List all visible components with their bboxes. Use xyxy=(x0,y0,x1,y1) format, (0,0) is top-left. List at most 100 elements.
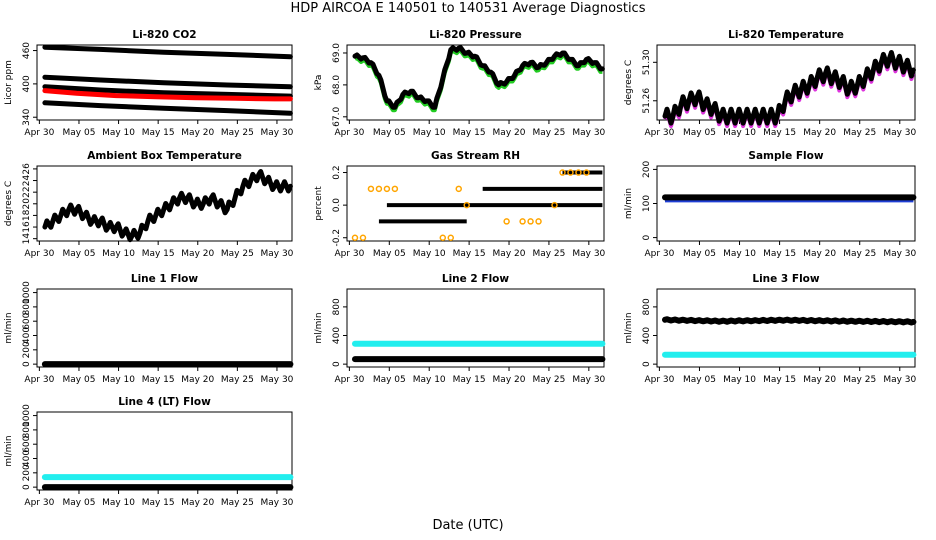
ambbox-xtick-label: May 15 xyxy=(142,249,175,259)
line2-xtick-label: May 15 xyxy=(453,375,486,385)
co2-ytick-label: 460 xyxy=(22,42,32,59)
pressure-xtick-label: May 20 xyxy=(493,128,526,138)
line4-ytick-label: 400 xyxy=(22,450,32,467)
li820temp-title: Li-820 Temperature xyxy=(728,29,844,41)
line3-plot-frame xyxy=(656,288,916,368)
line1-xtick-label: Apr 30 xyxy=(24,375,54,385)
ambbox-ytick-label: 22 xyxy=(22,186,32,197)
rh-ylabel: percent xyxy=(314,186,324,221)
line1-xtick-label: May 25 xyxy=(221,375,254,385)
ambbox-xtick-label: Apr 30 xyxy=(24,249,54,259)
line2-xtick-label: May 30 xyxy=(572,375,605,385)
line4-xtick-label: May 15 xyxy=(142,498,175,508)
rh-orange-point xyxy=(527,218,534,225)
sample-xtick-label: May 20 xyxy=(803,249,836,259)
line1-xtick-label: May 10 xyxy=(102,375,135,385)
sample-plot-frame xyxy=(656,165,916,242)
line4-ytick-label: 600 xyxy=(22,435,32,452)
ambbox-ytick-label: 20 xyxy=(22,198,32,210)
rh-ytick-label: 0.0 xyxy=(332,198,342,213)
pressure-xtick-label: May 05 xyxy=(373,128,406,138)
line4-ylabel: ml/min xyxy=(4,435,14,466)
line1-ytick-label: 200 xyxy=(22,341,32,358)
pressure-series-pressure xyxy=(352,45,605,110)
li820temp-xtick-label: May 30 xyxy=(883,128,916,138)
co2-xtick-label: May 15 xyxy=(142,128,175,138)
co2-xtick-label: Apr 30 xyxy=(24,128,54,138)
ambbox-xtick-label: May 10 xyxy=(102,249,135,259)
rh-title: Gas Stream RH xyxy=(431,150,520,162)
line1-ytick-label: 600 xyxy=(22,312,32,329)
rh-plot-frame xyxy=(346,165,605,242)
li820temp-ylabel: degrees C xyxy=(624,60,634,105)
line3-title: Line 3 Flow xyxy=(752,273,819,285)
line2-ytick-label: 800 xyxy=(332,298,342,315)
sample-xtick-label: May 05 xyxy=(683,249,716,259)
rh-ytick-label: -0.2 xyxy=(332,229,342,247)
ambbox-ytick-label: 26 xyxy=(22,163,32,175)
li820temp-ytick-label: 51.26 xyxy=(642,88,652,114)
line4-xtick-label: Apr 30 xyxy=(24,498,54,508)
co2-ytick-label: 340 xyxy=(22,108,32,125)
rh-xtick-label: May 20 xyxy=(493,249,526,259)
co2-xtick-label: May 10 xyxy=(102,128,135,138)
ambbox-ylabel: degrees C xyxy=(4,181,14,226)
line3-ytick-label: 800 xyxy=(642,298,652,315)
rh-xtick-label: May 10 xyxy=(413,249,446,259)
line1-ylabel: ml/min xyxy=(4,312,14,343)
pressure-xtick-label: May 30 xyxy=(572,128,605,138)
rh-orange-point xyxy=(439,234,447,241)
line4-ytick-label: 800 xyxy=(22,421,32,438)
sample-title: Sample Flow xyxy=(748,150,823,162)
rh-orange-point xyxy=(583,169,590,176)
sample-xtick-label: May 15 xyxy=(763,249,796,259)
pressure-ytick-label: 69.0 xyxy=(332,43,342,63)
line4-xtick-label: May 05 xyxy=(63,498,96,508)
line1-ytick-label: 400 xyxy=(22,327,32,344)
ambbox-ytick-label: 16 xyxy=(22,221,32,233)
rh-orange-point xyxy=(567,169,574,176)
rh-xtick-label: May 15 xyxy=(453,249,486,259)
ambbox-xtick-label: May 05 xyxy=(63,249,96,259)
line3-xtick-label: May 20 xyxy=(803,375,836,385)
pressure-ylabel: kPa xyxy=(314,75,324,91)
line1-xtick-label: May 15 xyxy=(142,375,175,385)
co2-xtick-label: May 25 xyxy=(221,128,254,138)
line2-xtick-label: Apr 30 xyxy=(334,375,364,385)
pressure-xtick-label: Apr 30 xyxy=(334,128,364,138)
line4-ytick-label: 200 xyxy=(22,464,32,481)
co2-plot-frame xyxy=(36,44,293,121)
sample-ylabel: ml/min xyxy=(624,188,634,219)
line4-ytick-label: 1000 xyxy=(22,404,32,427)
line3-ylabel: ml/min xyxy=(624,312,634,343)
co2-series-top xyxy=(42,44,293,60)
line1-ytick-label: 800 xyxy=(22,298,32,315)
pressure-plot-frame xyxy=(346,44,605,121)
rh-orange-point xyxy=(463,201,470,209)
li820temp-xtick-label: May 25 xyxy=(843,128,876,138)
ambbox-xtick-label: May 20 xyxy=(181,249,214,259)
rh-orange-point xyxy=(519,218,526,225)
page-title: HDP AIRCOA E 140501 to 140531 Average Di… xyxy=(290,1,646,16)
rh-orange-point xyxy=(351,234,359,241)
pressure-title: Li-820 Pressure xyxy=(429,29,522,41)
co2-series-middle xyxy=(42,84,293,99)
pressure-ytick-label: 67.0 xyxy=(332,107,342,127)
line4-xtick-label: May 10 xyxy=(102,498,135,508)
rh-xtick-label: May 30 xyxy=(572,249,605,259)
line3-ytick-label: 400 xyxy=(642,327,652,344)
line1-xtick-label: May 20 xyxy=(181,375,214,385)
ambbox-ytick-label: 14 xyxy=(22,233,32,245)
sample-xtick-label: May 25 xyxy=(843,249,876,259)
rh-orange-point xyxy=(367,185,375,193)
rh-orange-point xyxy=(455,185,462,193)
line4-ytick-label: 0 xyxy=(22,484,32,490)
line1-plot-frame xyxy=(36,288,293,368)
ambbox-title: Ambient Box Temperature xyxy=(87,150,242,162)
li820temp-series-temperature xyxy=(662,50,916,126)
x-axis-label: Date (UTC) xyxy=(432,518,504,533)
li820temp-plot-frame xyxy=(656,44,916,121)
line2-xtick-label: May 25 xyxy=(532,375,565,385)
pressure-xtick-label: May 10 xyxy=(413,128,446,138)
